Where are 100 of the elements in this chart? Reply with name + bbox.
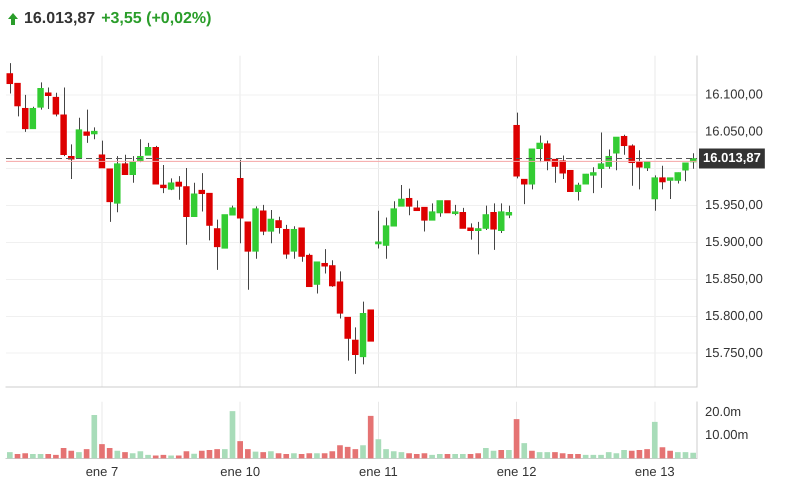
chart-subtitle: +3,55 (+0,02%)	[101, 10, 212, 28]
bar	[506, 450, 512, 458]
bar	[237, 441, 243, 458]
bar	[422, 453, 428, 458]
bar	[276, 453, 282, 458]
candlestick	[90, 126, 98, 140]
bar	[621, 450, 627, 458]
bar	[84, 449, 90, 458]
y-tick-label: 15.750,00	[705, 344, 763, 360]
bar	[191, 454, 197, 458]
candlestick	[574, 182, 582, 201]
bar	[483, 448, 489, 458]
y-tick-label: 20.0m	[705, 404, 742, 420]
candlestick	[651, 174, 658, 212]
x-tick-label: ene 11	[358, 464, 398, 479]
bar	[260, 452, 266, 458]
bar	[660, 447, 666, 458]
bar	[636, 450, 642, 458]
bar	[575, 454, 581, 458]
bar	[521, 443, 528, 458]
bar	[314, 453, 320, 458]
bar	[644, 449, 650, 458]
bar	[145, 454, 151, 458]
x-tick-label: ene 13	[634, 464, 675, 479]
bar	[514, 419, 520, 458]
candlestick	[37, 82, 44, 110]
candlestick	[482, 205, 490, 230]
candlestick	[44, 87, 52, 110]
bar	[536, 452, 542, 458]
bar	[544, 452, 550, 458]
bar	[344, 446, 350, 458]
bar	[390, 451, 397, 458]
bar	[606, 452, 612, 458]
candlestick	[406, 188, 412, 216]
candlestick	[175, 176, 182, 200]
bar	[368, 416, 374, 458]
y-tick-label: 16.050,00	[705, 123, 763, 138]
bar	[398, 452, 404, 458]
y-tick-label: 16.100,00	[705, 86, 763, 102]
bar	[652, 422, 658, 458]
x-tick-label: ene 7	[86, 464, 118, 479]
bar	[230, 411, 236, 458]
bar	[598, 454, 604, 458]
candlestick	[275, 216, 282, 234]
y-tick-label: 15.850,00	[705, 271, 763, 286]
bar	[383, 449, 389, 458]
bar	[682, 452, 688, 458]
candlestick	[190, 182, 198, 218]
candlestick	[83, 109, 90, 144]
bar	[337, 445, 343, 458]
candlestick	[520, 178, 528, 205]
bar	[674, 452, 681, 458]
y-tick-label: 15.900,00	[705, 234, 763, 250]
bar	[114, 450, 120, 458]
bar	[552, 452, 558, 458]
bar	[68, 450, 74, 458]
x-tick-label: ene 10	[220, 464, 260, 479]
bar	[91, 414, 98, 458]
bar	[360, 445, 366, 458]
bar	[245, 449, 251, 458]
candlestick	[144, 142, 152, 156]
y-tick-label: 15.950,00	[705, 197, 763, 212]
bar	[76, 452, 82, 458]
bar	[252, 452, 258, 458]
bar	[498, 450, 504, 458]
bar	[628, 450, 635, 458]
bar	[352, 449, 358, 458]
candlestick	[659, 165, 666, 190]
bar	[99, 444, 105, 458]
candlestick	[160, 164, 167, 194]
chart-title: 16.013,87	[24, 10, 96, 28]
candlestick	[268, 210, 274, 244]
bar	[184, 451, 190, 458]
y-tick-label: 15.800,00	[705, 308, 763, 323]
bar	[468, 454, 474, 458]
candlestick	[398, 184, 405, 207]
bar	[214, 449, 220, 458]
bar	[138, 451, 144, 458]
bar	[106, 448, 112, 458]
candlestick	[129, 156, 136, 184]
bar	[667, 450, 673, 458]
bar	[529, 450, 535, 458]
bar	[168, 456, 174, 458]
candlestick	[474, 221, 482, 255]
x-tick-label: ene 12	[496, 464, 536, 479]
candlestick	[168, 178, 174, 191]
candlestick	[452, 204, 458, 216]
candlestick	[122, 154, 128, 176]
candlestick	[214, 219, 220, 270]
candlestick	[260, 204, 267, 236]
candlestick	[352, 326, 359, 374]
candlestick	[30, 106, 36, 130]
bar	[206, 450, 212, 458]
candlestick	[613, 136, 620, 171]
candlestick	[314, 261, 320, 294]
bar	[122, 452, 128, 458]
bar	[14, 454, 20, 458]
y-tick-label: 10.00m	[705, 427, 748, 442]
candlestick	[290, 226, 298, 260]
bar	[376, 439, 382, 458]
